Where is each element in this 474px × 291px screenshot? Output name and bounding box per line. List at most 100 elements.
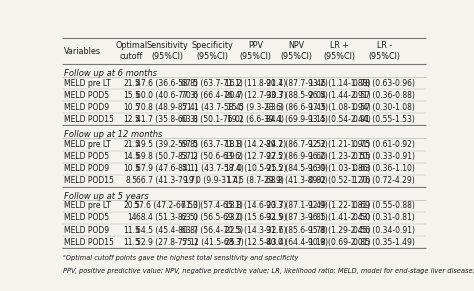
Text: 1.46 (1.14-1.88): 1.46 (1.14-1.88) xyxy=(309,79,370,88)
Text: 70.6 (66.4-76.4): 70.6 (66.4-76.4) xyxy=(182,91,244,100)
Text: 0.50 (0.31-0.81): 0.50 (0.31-0.81) xyxy=(354,214,415,223)
Text: LR -
(95%CI): LR - (95%CI) xyxy=(368,41,401,61)
Text: 18.8 (14.2-24.2): 18.8 (14.2-24.2) xyxy=(225,140,286,149)
Text: MELD POD5: MELD POD5 xyxy=(64,152,109,161)
Text: 89.7 (86.7-92.3): 89.7 (86.7-92.3) xyxy=(266,140,328,149)
Text: 57.2 (50.6-63.6): 57.2 (50.6-63.6) xyxy=(182,152,244,161)
Text: 0.57 (0.30-1.08): 0.57 (0.30-1.08) xyxy=(354,103,415,112)
Text: 1.60 (1.23-2.10): 1.60 (1.23-2.10) xyxy=(309,152,370,161)
Text: Specificity
(95%CI): Specificity (95%CI) xyxy=(191,41,233,61)
Text: 49.5 (39.2-59.8): 49.5 (39.2-59.8) xyxy=(136,140,198,149)
Text: MELD pre LT: MELD pre LT xyxy=(64,79,111,88)
Text: 57.6 (47.2-67.50): 57.6 (47.2-67.50) xyxy=(134,201,201,210)
Text: Follow up at 5 years: Follow up at 5 years xyxy=(64,192,149,201)
Text: 47.6 (36.6-58.8): 47.6 (36.6-58.8) xyxy=(136,79,198,88)
Text: MELD POD15: MELD POD15 xyxy=(64,115,114,124)
Text: 15.5 (9.3-23.6): 15.5 (9.3-23.6) xyxy=(227,103,284,112)
Text: 19.0 (9.9-31.4): 19.0 (9.9-31.4) xyxy=(184,176,241,185)
Text: 16.2 (11.8-21.4): 16.2 (11.8-21.4) xyxy=(225,79,286,88)
Text: 64.5 (45.4-80.8): 64.5 (45.4-80.8) xyxy=(136,226,198,235)
Text: PPV
(95%CI): PPV (95%CI) xyxy=(239,41,272,61)
Text: MELD pre LT: MELD pre LT xyxy=(64,140,111,149)
Text: 0.75 (0.61-0.92): 0.75 (0.61-0.92) xyxy=(354,140,415,149)
Text: 63.0 (56.5-69.2): 63.0 (56.5-69.2) xyxy=(182,214,244,223)
Text: 21.5: 21.5 xyxy=(123,140,140,149)
Text: 0.57 (0.36-0.88): 0.57 (0.36-0.88) xyxy=(354,91,415,100)
Text: MELD POD15: MELD POD15 xyxy=(64,238,114,247)
Text: PPV, positive predictive value; NPV, negative predictive value; LR, likelihood r: PPV, positive predictive value; NPV, neg… xyxy=(64,268,474,274)
Text: 69.8 (50.7-83.1): 69.8 (50.7-83.1) xyxy=(136,152,198,161)
Text: 1.39 (1.03-1.86): 1.39 (1.03-1.86) xyxy=(309,164,370,173)
Text: 22.5 (14.3-32.6): 22.5 (14.3-32.6) xyxy=(225,226,286,235)
Text: 51.1 (43.7-58.4): 51.1 (43.7-58.4) xyxy=(182,103,243,112)
Text: 93.3 (88.5-96.5): 93.3 (88.5-96.5) xyxy=(265,91,328,100)
Text: 21.5: 21.5 xyxy=(123,79,140,88)
Text: 0.78 (0.63-0.96): 0.78 (0.63-0.96) xyxy=(353,79,415,88)
Text: 23.0 (15.6-31.9): 23.0 (15.6-31.9) xyxy=(225,214,286,223)
Text: 41.7 (35.8-60.3): 41.7 (35.8-60.3) xyxy=(136,115,198,124)
Text: 1.78 (1.29-2.45): 1.78 (1.29-2.45) xyxy=(309,226,370,235)
Text: 14.5: 14.5 xyxy=(123,152,140,161)
Text: Variables: Variables xyxy=(64,47,101,56)
Text: 2.04 (1.44-2.91): 2.04 (1.44-2.91) xyxy=(309,91,370,100)
Text: 19.2 (6.6-39.4): 19.2 (6.6-39.4) xyxy=(227,115,284,124)
Text: 18.8 (14.6-23.7): 18.8 (14.6-23.7) xyxy=(225,201,286,210)
Text: Sensitivity
(95%CI): Sensitivity (95%CI) xyxy=(146,41,188,61)
Text: 91.5 (84.5-96.0): 91.5 (84.5-96.0) xyxy=(265,164,328,173)
Text: MELD POD5: MELD POD5 xyxy=(64,91,109,100)
Text: LR +
(95%CI): LR + (95%CI) xyxy=(324,41,356,61)
Text: 0.69 (0.55-0.88): 0.69 (0.55-0.88) xyxy=(354,201,415,210)
Text: 1.45 (1.08-1.94): 1.45 (1.08-1.94) xyxy=(309,103,370,112)
Text: Follow up at 6 months: Follow up at 6 months xyxy=(64,69,157,78)
Text: MELD pre LT: MELD pre LT xyxy=(64,201,111,210)
Text: 1.85 (1.41-2.43): 1.85 (1.41-2.43) xyxy=(309,214,370,223)
Text: 25.7 (12.5-43.4): 25.7 (12.5-43.4) xyxy=(225,238,286,247)
Text: 67.5 (63.7-71.1): 67.5 (63.7-71.1) xyxy=(182,140,243,149)
Text: 17.0 (10.5-25.2): 17.0 (10.5-25.2) xyxy=(225,164,286,173)
Text: 0.85 (0.35-1.49): 0.85 (0.35-1.49) xyxy=(354,238,415,247)
Text: 93.3 (86.6-97.3): 93.3 (86.6-97.3) xyxy=(265,103,328,112)
Text: 0.56 (0.34-0.91): 0.56 (0.34-0.91) xyxy=(353,226,415,235)
Text: 68.8 (41.3-89.0): 68.8 (41.3-89.0) xyxy=(266,176,328,185)
Text: 20.7 (12.7-30.7): 20.7 (12.7-30.7) xyxy=(225,91,286,100)
Text: 17.5 (8.7-29.9): 17.5 (8.7-29.9) xyxy=(227,176,284,185)
Text: 92.5 (86.9-96.2): 92.5 (86.9-96.2) xyxy=(266,152,328,161)
Text: 10.5: 10.5 xyxy=(123,103,140,112)
Text: 1.18 (0.69-2.01): 1.18 (0.69-2.01) xyxy=(309,238,370,247)
Text: 0.91 (0.55-1.53): 0.91 (0.55-1.53) xyxy=(354,115,415,124)
Text: 67.5 (63.7-71.1): 67.5 (63.7-71.1) xyxy=(182,79,243,88)
Text: 15.5: 15.5 xyxy=(123,91,140,100)
Text: 92.5 (87.3-96.1): 92.5 (87.3-96.1) xyxy=(266,214,328,223)
Text: 80.0 (64.4-90.9): 80.0 (64.4-90.9) xyxy=(265,238,328,247)
Text: MELD POD15: MELD POD15 xyxy=(64,176,114,185)
Text: 90.3 (87.1-92.9): 90.3 (87.1-92.9) xyxy=(266,201,328,210)
Text: ᵒOptimal cutoff points gave the highest total sensitivity and specificity: ᵒOptimal cutoff points gave the highest … xyxy=(64,255,299,261)
Text: 84.1 (69.9-93.4): 84.1 (69.9-93.4) xyxy=(265,115,328,124)
Text: 60.0 (40.6-77.3): 60.0 (40.6-77.3) xyxy=(136,91,198,100)
Text: 70.8 (48.9-87.4): 70.8 (48.9-87.4) xyxy=(136,103,198,112)
Text: 1.15 (0.54-2.44): 1.15 (0.54-2.44) xyxy=(309,115,370,124)
Text: 20.5: 20.5 xyxy=(123,201,140,210)
Text: 19.2 (12.7-27.2): 19.2 (12.7-27.2) xyxy=(225,152,286,161)
Text: 0.63 (0.36-1.10): 0.63 (0.36-1.10) xyxy=(354,164,415,173)
Text: MELD POD5: MELD POD5 xyxy=(64,214,109,223)
Text: 8.5: 8.5 xyxy=(126,176,137,185)
Text: 11.5: 11.5 xyxy=(123,226,140,235)
Text: MELD POD9: MELD POD9 xyxy=(64,164,109,173)
Text: 11.5: 11.5 xyxy=(123,238,140,247)
Text: 61.3 (57.4-65.1): 61.3 (57.4-65.1) xyxy=(182,201,243,210)
Text: 1.49 (1.22-1.81): 1.49 (1.22-1.81) xyxy=(309,201,370,210)
Text: 63.7 (56.4-70.5): 63.7 (56.4-70.5) xyxy=(182,226,244,235)
Text: 1.52 (1.21-1.91): 1.52 (1.21-1.91) xyxy=(309,140,370,149)
Text: 0.82 (0.52-1.20): 0.82 (0.52-1.20) xyxy=(309,176,370,185)
Text: 90.7 (87.7-93.2): 90.7 (87.7-93.2) xyxy=(265,79,328,88)
Text: NPV
(95%CI): NPV (95%CI) xyxy=(281,41,312,61)
Text: 10.5: 10.5 xyxy=(123,164,140,173)
Text: 14: 14 xyxy=(127,214,137,223)
Text: Follow up at 12 months: Follow up at 12 months xyxy=(64,130,163,139)
Text: MELD POD9: MELD POD9 xyxy=(64,226,109,235)
Text: 91.7 (85.6-95.8): 91.7 (85.6-95.8) xyxy=(266,226,328,235)
Text: 0.55 (0.33-0.91): 0.55 (0.33-0.91) xyxy=(353,152,415,161)
Text: 51.1 (43.7-58.4): 51.1 (43.7-58.4) xyxy=(182,164,243,173)
Text: 55.2 (41.5-68.3): 55.2 (41.5-68.3) xyxy=(182,238,243,247)
